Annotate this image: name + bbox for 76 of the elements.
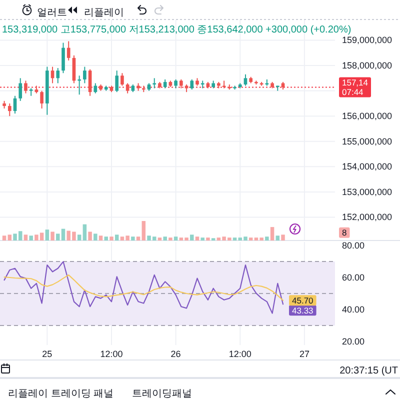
bar: [50, 232, 54, 240]
bar: [232, 238, 237, 240]
bar: [45, 230, 50, 240]
candlestick: [120, 72, 124, 86]
bar: [276, 236, 280, 240]
candlestick: [40, 90, 44, 110]
bar: [114, 234, 119, 240]
y-tick-label: 60.00: [342, 272, 365, 283]
bar: [24, 234, 28, 240]
text: 트레이딩패널: [132, 388, 192, 400]
candlestick: [24, 80, 28, 94]
bar: [131, 236, 135, 240]
line-series: [4, 261, 284, 314]
bar: [265, 236, 269, 240]
bar: [136, 236, 140, 240]
candlestick: [244, 74, 248, 86]
text: 20:37:15 (UT: [340, 366, 398, 376]
bar: [82, 224, 87, 240]
text: 07:44: [342, 87, 364, 98]
bar: [94, 234, 98, 240]
x-tick-label: 27: [299, 349, 310, 359]
bar: [158, 238, 162, 240]
y-tick-label: 153,000,000: [342, 186, 392, 197]
y-tick-label: 80.00: [342, 240, 365, 251]
candlestick: [83, 66, 86, 84]
bar: [29, 236, 33, 240]
bar: [248, 238, 253, 240]
bar: [174, 236, 178, 240]
bar: [2, 236, 6, 240]
bar: [206, 238, 210, 240]
x-tick-label: 26: [170, 349, 181, 359]
bar: [104, 236, 108, 240]
candlestick: [66, 40, 70, 61]
data-label: 45.70: [292, 295, 314, 306]
candlestick: [88, 68, 92, 96]
text: 153,319,000 고153,775,000 저153,213,000 종153,642,000 +300,000 (+0.20%): [2, 24, 352, 36]
y-tick-label: 159,000,000: [342, 35, 392, 46]
y-tick-label: 152,000,000: [342, 212, 392, 222]
bar: [168, 238, 172, 240]
y-tick-label: 156,000,000: [342, 111, 392, 122]
y-tick-label: 155,000,000: [342, 136, 392, 146]
bar: [88, 232, 92, 240]
candlestick: [152, 78, 156, 89]
candlestick: [56, 68, 60, 84]
bar: [190, 234, 194, 240]
bar: [8, 234, 12, 240]
y-tick-label: 158,000,000: [342, 60, 392, 71]
line-series: [4, 274, 284, 301]
text: 얼러트: [37, 8, 67, 18]
x-tick-label: 12:00: [100, 349, 123, 359]
candlestick: [115, 70, 119, 93]
bar: [110, 236, 114, 240]
data-label: 43.33: [292, 305, 314, 316]
x-tick-label: 12:00: [228, 349, 252, 359]
bar: [142, 221, 146, 240]
bar: [163, 236, 167, 240]
y-tick-label: 154,000,000: [342, 162, 392, 172]
bar: [98, 236, 103, 240]
text: 157,14: [342, 78, 368, 88]
bar: [195, 236, 200, 240]
bar: [77, 234, 82, 240]
x-tick-label: 25: [42, 349, 52, 359]
candlestick: [190, 78, 194, 90]
candlestick: [126, 82, 130, 94]
bar: [200, 238, 204, 240]
text: 8: [342, 228, 347, 238]
candlestick: [62, 42, 65, 74]
candlestick: [18, 78, 22, 102]
bar: [270, 227, 274, 240]
text: 리플레이: [84, 8, 124, 18]
text: 리플레이 트레이딩 패널: [8, 388, 114, 400]
candlestick: [8, 102, 12, 117]
bar: [281, 234, 285, 240]
candlestick: [94, 82, 98, 94]
y-tick-label: 40.00: [342, 304, 365, 314]
y-tick-label: 20.00: [342, 336, 365, 346]
